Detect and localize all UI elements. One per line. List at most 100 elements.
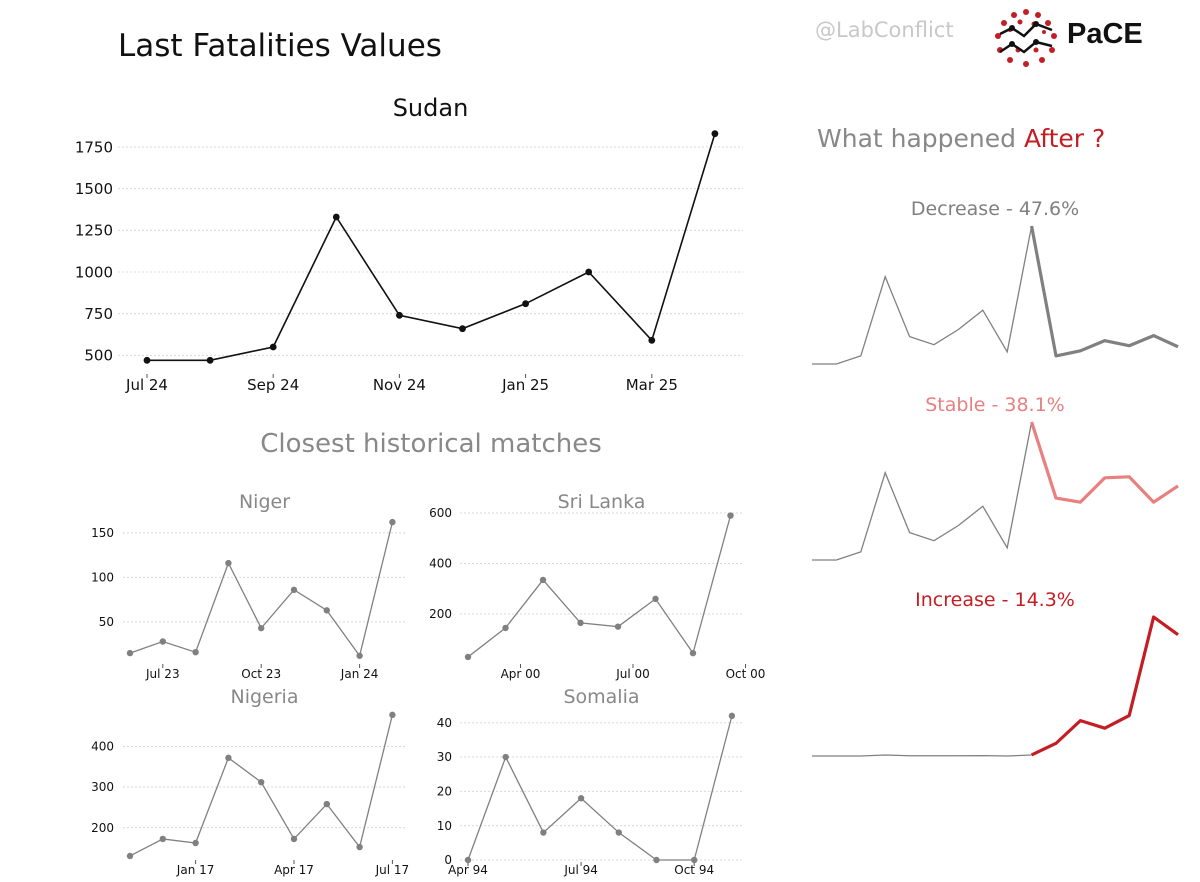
srilanka-xtick-label: Jul 00 xyxy=(615,667,650,681)
nigeria-xtick-label: Apr 17 xyxy=(274,863,314,877)
after-section-title: What happened After ? xyxy=(817,124,1105,153)
somalia-data-point xyxy=(464,856,472,864)
somalia-data-point xyxy=(615,829,622,836)
sudan-ytick-label: 1250 xyxy=(75,222,113,240)
sudan-data-point xyxy=(522,300,529,308)
sudan-data-point xyxy=(143,356,151,364)
sudan-chart-title: Sudan xyxy=(393,94,469,122)
after-title-accent: After ? xyxy=(1024,124,1106,153)
sudan-ytick-label: 500 xyxy=(84,347,113,365)
sudan-xtick-label: Mar 25 xyxy=(626,376,678,394)
matches-section-title: Closest historical matches xyxy=(260,429,602,459)
somalia-ytick-label: 20 xyxy=(437,785,452,799)
niger-data-point xyxy=(192,649,199,656)
srilanka-chart-title: Sri Lanka xyxy=(558,491,646,513)
page-title: Last Fatalities Values xyxy=(118,28,442,64)
nigeria-data-point xyxy=(389,711,396,719)
somalia-ytick-label: 0 xyxy=(444,853,452,867)
srilanka-data-point xyxy=(689,649,697,657)
niger-chart-title: Niger xyxy=(239,491,290,513)
srilanka-data-point xyxy=(614,623,622,630)
nigeria-data-point xyxy=(356,843,363,851)
niger-data-point xyxy=(258,624,265,632)
nigeria-data-point xyxy=(225,754,232,762)
niger-ytick-label: 100 xyxy=(91,571,114,585)
nigeria-data-point xyxy=(323,800,330,808)
sudan-ytick-label: 1750 xyxy=(75,138,113,156)
nigeria-data-point xyxy=(159,835,166,843)
srilanka-data-point xyxy=(727,512,734,519)
niger-xtick-label: Jan 24 xyxy=(340,667,379,681)
sudan-xtick-label: Jul 24 xyxy=(125,376,168,394)
niger-data-point xyxy=(225,559,232,567)
srilanka-ytick-label: 600 xyxy=(429,506,452,520)
decrease-scenario-label: Decrease - 47.6% xyxy=(911,198,1079,220)
increase-scenario-label: Increase - 14.3% xyxy=(915,589,1075,611)
sudan-data-point xyxy=(396,311,403,319)
srilanka-data-point xyxy=(502,624,509,632)
nigeria-data-point xyxy=(290,835,298,843)
niger-data-point xyxy=(126,649,134,657)
somalia-series-line xyxy=(467,715,733,861)
srilanka-data-point xyxy=(577,619,584,627)
nigeria-ytick-label: 200 xyxy=(91,821,114,835)
pace-logo-icon xyxy=(995,9,1057,67)
twitter-handle: @LabConflict xyxy=(815,18,954,42)
sudan-data-point xyxy=(459,325,466,333)
increase-history-line xyxy=(812,754,1032,757)
stable-future-line xyxy=(1030,421,1179,504)
nigeria-ytick-label: 400 xyxy=(91,740,114,754)
sudan-xtick-label: Nov 24 xyxy=(373,376,426,394)
srilanka-ytick-label: 400 xyxy=(429,557,452,571)
nigeria-data-point xyxy=(126,852,134,860)
niger-data-point xyxy=(323,607,330,614)
decrease-future-line xyxy=(1030,225,1179,358)
niger-data-point xyxy=(389,518,396,526)
after-title-prefix: What happened xyxy=(817,124,1017,153)
srilanka-data-point xyxy=(652,595,659,603)
sudan-data-point xyxy=(206,356,214,364)
somalia-chart-title: Somalia xyxy=(563,686,639,708)
niger-ytick-label: 50 xyxy=(99,615,114,629)
nigeria-series-line xyxy=(129,714,394,857)
nigeria-data-point xyxy=(258,778,265,786)
sudan-ytick-label: 750 xyxy=(84,305,113,323)
niger-data-point xyxy=(290,586,298,594)
srilanka-series-line xyxy=(467,515,732,658)
niger-data-point xyxy=(356,652,363,659)
srilanka-data-point xyxy=(539,576,547,584)
sudan-xtick-label: Jan 25 xyxy=(501,376,549,394)
niger-ytick-label: 150 xyxy=(91,526,114,540)
srilanka-xtick-label: Oct 00 xyxy=(726,667,766,681)
srilanka-ytick-label: 200 xyxy=(429,607,452,621)
niger-xtick-label: Oct 23 xyxy=(241,667,281,681)
decrease-history-line xyxy=(812,225,1033,365)
sudan-xtick-label: Sep 24 xyxy=(247,376,299,394)
nigeria-chart-title: Nigeria xyxy=(231,686,299,708)
nigeria-xtick-label: Jul 17 xyxy=(375,863,410,877)
sudan-ytick-label: 1000 xyxy=(75,263,113,281)
somalia-data-point xyxy=(728,712,736,720)
somalia-data-point xyxy=(691,856,698,864)
sudan-data-point xyxy=(585,268,593,276)
somalia-xtick-label: Oct 94 xyxy=(674,863,714,877)
stable-scenario-label: Stable - 38.1% xyxy=(925,394,1064,416)
somalia-ytick-label: 10 xyxy=(437,819,452,833)
nigeria-data-point xyxy=(192,839,199,847)
sudan-series-line xyxy=(147,133,716,362)
srilanka-xtick-label: Apr 00 xyxy=(501,667,541,681)
pace-logo-text: PaCE xyxy=(1067,18,1143,50)
somalia-data-point xyxy=(653,856,660,864)
increase-future-line xyxy=(1030,615,1179,757)
niger-xtick-label: Jul 23 xyxy=(145,667,180,681)
somalia-data-point xyxy=(540,829,547,836)
sudan-data-point xyxy=(711,130,719,138)
sudan-data-point xyxy=(269,343,277,351)
sudan-data-point xyxy=(648,336,656,344)
stable-history-line xyxy=(812,421,1033,561)
somalia-ytick-label: 40 xyxy=(437,716,452,730)
somalia-xtick-label: Apr 94 xyxy=(448,863,488,877)
nigeria-xtick-label: Jan 17 xyxy=(176,863,215,877)
sudan-data-point xyxy=(332,213,340,221)
